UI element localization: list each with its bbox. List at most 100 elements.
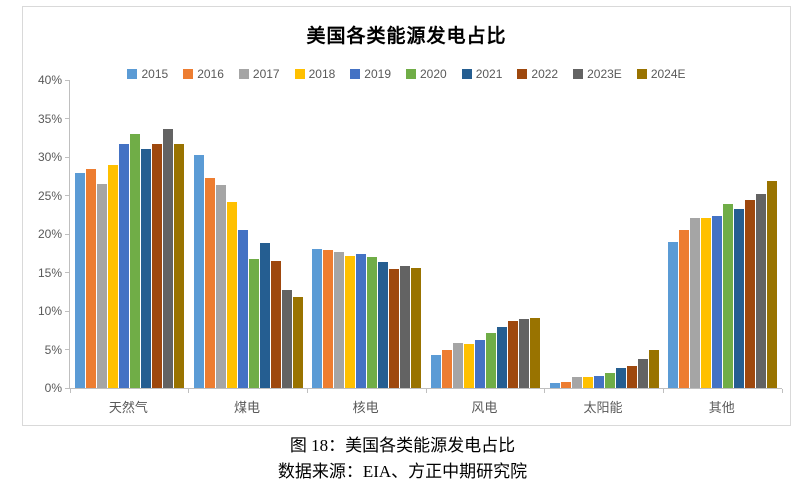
bar-风电-2021: [496, 327, 507, 388]
legend-label: 2021: [475, 67, 503, 81]
legend-label: 2020: [420, 67, 447, 81]
bar-煤电-2016: [204, 177, 215, 388]
legend-swatch-icon: [406, 69, 416, 79]
bar-核电-2018: [345, 255, 356, 388]
bar-其他-2020: [723, 203, 734, 388]
legend-item-2024E: 2024E: [636, 67, 686, 81]
chart-container: 美国各类能源发电占比 2015 2016 2017 2018 2019 2020 2021 2…: [22, 6, 791, 426]
y-axis-tick-label: 30%: [37, 150, 62, 164]
bar-天然气-2023E: [162, 128, 173, 388]
bar-核电-2023E: [400, 266, 411, 388]
bar-天然气-2018: [107, 164, 118, 388]
bar-煤电-2020: [248, 259, 259, 388]
y-axis-tick-label: 35%: [37, 111, 62, 126]
legend-item-2023E: 2023E: [573, 67, 622, 81]
y-axis-tick: [65, 272, 69, 273]
x-axis-tick: [544, 389, 546, 393]
bar-风电-2019: [474, 339, 485, 388]
bar-其他-2023E: [756, 193, 767, 388]
bar-太阳能-2022: [626, 365, 637, 388]
bar-煤电-2015: [193, 154, 204, 388]
bar-其他-2016: [679, 230, 690, 388]
bar-其他-2019: [712, 215, 723, 388]
category-axis-labels: 天然气 煤电 核电 风电 太阳能 其他: [69, 397, 781, 416]
bar-太阳能-2015: [549, 383, 560, 388]
bar-group-太阳能: [545, 80, 664, 388]
bar-风电-2015: [430, 354, 441, 388]
bar-天然气-2017: [96, 183, 107, 388]
bar-核电-2019: [356, 254, 367, 388]
bar-核电-2016: [323, 250, 334, 388]
y-axis-tick-label: 20%: [37, 227, 62, 241]
chart-title: 美国各类能源发电占比: [306, 26, 507, 47]
bar-核电-2021: [378, 261, 389, 388]
bar-太阳能-2017: [571, 377, 582, 388]
bar-天然气-2020: [129, 133, 140, 388]
bar-煤电-2018: [226, 201, 237, 388]
y-axis-tick: [65, 79, 69, 81]
legend-swatch-icon: [238, 69, 249, 79]
bar-煤电-2024E: [292, 297, 303, 388]
y-axis-tick-label: 0%: [44, 381, 62, 395]
legend-label: 2017: [252, 67, 280, 81]
legend-item-2016: 2016: [183, 67, 224, 81]
bar-天然气-2024E: [173, 143, 184, 388]
y-axis-tick: [65, 387, 69, 389]
legend-item-2022: 2022: [517, 67, 558, 81]
x-axis-tick: [662, 389, 664, 393]
bar-其他-2022: [745, 200, 756, 388]
bar-太阳能-2023E: [637, 358, 648, 388]
bar-天然气-2022: [151, 143, 162, 388]
bar-核电-2024E: [411, 267, 422, 388]
x-axis-tick: [188, 389, 190, 393]
legend-item-2015: 2015: [127, 67, 168, 81]
y-axis-tick: [65, 118, 69, 119]
figure-caption-source: 数据来源：EIA、方正中期研究院: [277, 462, 528, 481]
bar-风电-2016: [441, 350, 452, 388]
y-axis-tick-label: 25%: [37, 188, 62, 203]
bar-煤电-2017: [215, 184, 226, 388]
legend-swatch-icon: [517, 69, 528, 79]
bar-核电-2020: [367, 257, 378, 388]
legend-swatch-icon: [636, 69, 647, 79]
bar-风电-2023E: [518, 318, 529, 388]
legend-label: 2018: [308, 67, 336, 81]
bar-其他-2018: [701, 217, 712, 388]
bar-太阳能-2016: [560, 381, 571, 388]
bar-其他-2021: [734, 209, 745, 388]
bar-group-风电: [426, 80, 545, 388]
y-axis-tick: [65, 310, 69, 312]
bar-太阳能-2019: [593, 375, 604, 388]
bar-groups: [70, 80, 782, 388]
bar-天然气-2015: [74, 173, 85, 388]
bar-天然气-2019: [118, 143, 129, 388]
bar-太阳能-2024E: [648, 350, 659, 388]
bar-天然气-2021: [140, 149, 151, 388]
chart-legend: 2015 2016 2017 2018 2019 2020 2021 2022 2023E 202…: [23, 67, 790, 81]
bar-太阳能-2021: [615, 367, 626, 388]
bar-风电-2018: [463, 344, 474, 388]
category-label-太阳能: 太阳能: [583, 400, 623, 415]
x-axis-tick: [306, 389, 308, 393]
legend-label: 2023E: [587, 67, 622, 81]
legend-item-2021: 2021: [461, 67, 503, 81]
y-axis-tick-label: 5%: [44, 342, 62, 357]
plot-area: 0% 5% 10% 15% 20% 25% 30% 35% 40%: [38, 73, 783, 395]
legend-label: 2016: [197, 67, 224, 81]
y-axis-tick: [65, 233, 69, 235]
legend-swatch-icon: [294, 69, 305, 79]
legend-swatch-icon: [461, 69, 472, 79]
x-axis-tick: [69, 389, 71, 393]
bar-煤电-2022: [270, 260, 281, 388]
bar-核电-2022: [389, 268, 400, 388]
bar-group-其他: [663, 80, 782, 388]
bar-group-天然气: [70, 80, 189, 388]
bar-太阳能-2018: [582, 377, 593, 388]
legend-item-2017: 2017: [238, 67, 280, 81]
bar-煤电-2023E: [281, 290, 292, 388]
bar-太阳能-2020: [604, 372, 615, 388]
bar-其他-2017: [690, 217, 701, 388]
legend-item-2020: 2020: [406, 67, 447, 81]
legend-swatch-icon: [183, 69, 194, 79]
y-axis-tick-label: 10%: [37, 304, 62, 318]
